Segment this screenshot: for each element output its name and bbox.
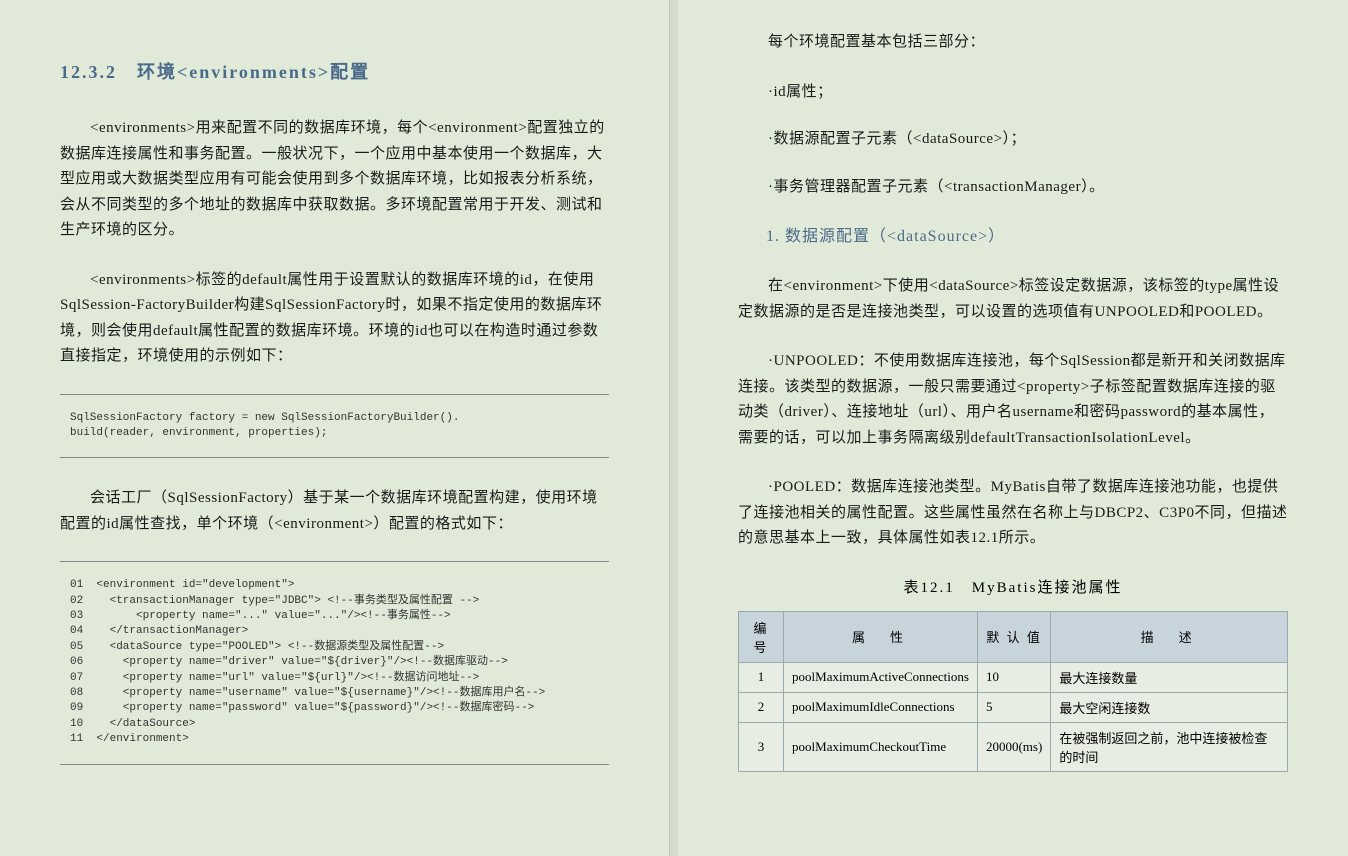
table-row: 2 poolMaximumIdleConnections 5 最大空闲连接数 (739, 692, 1288, 722)
cell-prop: poolMaximumActiveConnections (784, 662, 978, 692)
table-row: 1 poolMaximumActiveConnections 10 最大连接数量 (739, 662, 1288, 692)
paragraph: ·UNPOOLED：不使用数据库连接池，每个SqlSession都是新开和关闭数… (738, 349, 1288, 451)
paragraph: <environments>用来配置不同的数据库环境，每个<environmen… (60, 116, 609, 244)
cell-num: 2 (739, 692, 784, 722)
code-block: 01 <environment id="development"> 02 <tr… (60, 561, 609, 764)
page-divider (670, 0, 678, 856)
properties-table: 编号 属 性 默 认 值 描 述 1 poolMaximumActiveConn… (738, 611, 1288, 772)
cell-default: 20000(ms) (977, 722, 1050, 771)
bullet-item: ·数据源配置子元素（<dataSource>）； (768, 127, 1288, 153)
cell-desc: 在被强制返回之前，池中连接被检查的时间 (1051, 722, 1288, 771)
paragraph: 在<environment>下使用<dataSource>标签设定数据源，该标签… (738, 274, 1288, 325)
bullet-item: ·事务管理器配置子元素（<transactionManager）。 (768, 175, 1288, 201)
page-right: 每个环境配置基本包括三部分： ·id属性； ·数据源配置子元素（<dataSou… (678, 0, 1348, 856)
col-header: 默 认 值 (977, 611, 1050, 662)
cell-prop: poolMaximumIdleConnections (784, 692, 978, 722)
col-header: 描 述 (1051, 611, 1288, 662)
cell-desc: 最大连接数量 (1051, 662, 1288, 692)
cell-default: 10 (977, 662, 1050, 692)
col-header: 属 性 (784, 611, 978, 662)
paragraph: 会话工厂（SqlSessionFactory）基于某一个数据库环境配置构建，使用… (60, 486, 609, 537)
cell-num: 1 (739, 662, 784, 692)
code-block: SqlSessionFactory factory = new SqlSessi… (60, 394, 609, 459)
page-left: 12.3.2 环境<environments>配置 <environments>… (0, 0, 670, 856)
paragraph: <environments>标签的default属性用于设置默认的数据库环境的i… (60, 268, 609, 370)
cell-default: 5 (977, 692, 1050, 722)
table-header-row: 编号 属 性 默 认 值 描 述 (739, 611, 1288, 662)
section-heading: 12.3.2 环境<environments>配置 (60, 58, 609, 84)
col-header: 编号 (739, 611, 784, 662)
cell-num: 3 (739, 722, 784, 771)
table-row: 3 poolMaximumCheckoutTime 20000(ms) 在被强制… (739, 722, 1288, 771)
paragraph: 每个环境配置基本包括三部分： (738, 30, 1288, 56)
paragraph: ·POOLED：数据库连接池类型。MyBatis自带了数据库连接池功能，也提供了… (738, 475, 1288, 552)
table-caption: 表12.1 MyBatis连接池属性 (738, 576, 1288, 597)
cell-desc: 最大空闲连接数 (1051, 692, 1288, 722)
bullet-item: ·id属性； (768, 80, 1288, 106)
cell-prop: poolMaximumCheckoutTime (784, 722, 978, 771)
sub-heading: 1. 数据源配置（<dataSource>） (766, 222, 1288, 246)
